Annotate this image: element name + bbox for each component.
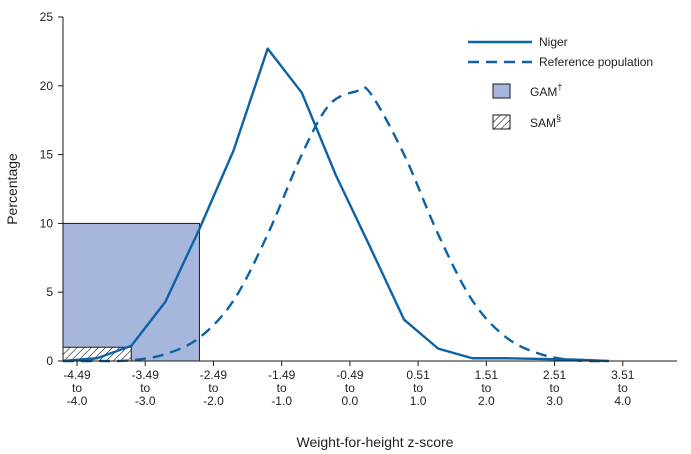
x-tick-label-line: to: [208, 381, 218, 395]
series-line-reference: [62, 85, 609, 363]
x-tick-label-line: -3.0: [135, 394, 156, 408]
x-tick-label-line: -4.49: [63, 368, 91, 382]
x-tick-label: -3.49 to -3.0: [132, 368, 160, 408]
x-tick-label-line: -2.49: [200, 368, 228, 382]
legend-gam-label: GAM†: [530, 82, 562, 99]
x-tick-label-line: to: [618, 381, 628, 395]
y-tick-label: 5: [46, 285, 53, 299]
x-tick-label-line: 3.0: [546, 394, 563, 408]
legend-sam-name: SAM: [530, 116, 556, 130]
legend-ref-label: Reference population: [539, 55, 653, 69]
x-tick-label-line: to: [140, 381, 150, 395]
x-tick-label: -4.49 to -4.0: [63, 368, 91, 408]
x-tick-label: 2.51 to 3.0: [543, 368, 567, 408]
x-tick-label-line: 0.51: [406, 368, 430, 382]
y-tick-label: 15: [40, 148, 54, 162]
legend-sam-marker: §: [556, 113, 561, 123]
x-tick-label-line: -2.0: [203, 394, 224, 408]
x-tick-label-line: to: [550, 381, 560, 395]
x-tick-label-line: 0.0: [342, 394, 359, 408]
x-tick-label-line: to: [481, 381, 491, 395]
x-tick-label-line: to: [72, 381, 82, 395]
legend: Niger Reference population GAM† SAM§: [468, 35, 653, 130]
x-tick-label-line: 2.51: [543, 368, 567, 382]
x-tick-label: 3.51 to 4.0: [611, 368, 635, 408]
x-tick-label: -1.49 to -1.0: [268, 368, 296, 408]
x-tick-label: -2.49 to -2.0: [200, 368, 228, 408]
x-tick-label: 0.51 to 1.0: [406, 368, 430, 408]
x-tick-label-line: -1.49: [268, 368, 296, 382]
x-tick-label-line: -1.0: [271, 394, 292, 408]
region-gam: [62, 222, 200, 362]
legend-niger-label: Niger: [539, 35, 568, 49]
y-tick-label: 0: [46, 354, 53, 368]
x-tick-label-line: -4.0: [67, 394, 88, 408]
x-tick-label-line: 1.51: [475, 368, 499, 382]
legend-sam-label: SAM§: [530, 113, 561, 130]
y-tick-label: 25: [40, 10, 54, 24]
y-tick-label: 10: [40, 216, 54, 230]
x-axis-title: Weight-for-height z-score: [297, 434, 454, 450]
x-tick-label-line: to: [345, 381, 355, 395]
x-tick-label-line: 1.0: [410, 394, 427, 408]
x-tick-label-line: to: [277, 381, 287, 395]
x-tick-label-line: -0.49: [336, 368, 364, 382]
x-tick-label-line: 3.51: [611, 368, 635, 382]
lines-layer: [62, 47, 609, 363]
x-tick-label: 1.51 to 2.0: [475, 368, 499, 408]
x-tick-label-line: to: [413, 381, 423, 395]
y-axis-title: Percentage: [4, 153, 20, 225]
legend-gam-name: GAM: [530, 85, 557, 99]
legend-sam-swatch: [492, 114, 511, 130]
series-line-niger: [62, 47, 609, 363]
regions-layer: [62, 222, 200, 362]
x-tick-label-line: 2.0: [478, 394, 495, 408]
axes-layer: [62, 17, 677, 362]
x-tick-label-line: -3.49: [132, 368, 160, 382]
y-tick-label: 20: [40, 79, 54, 93]
legend-gam-marker: †: [557, 82, 562, 92]
legend-gam-swatch: [492, 83, 511, 99]
x-tick-label: -0.49 to 0.0: [336, 368, 364, 408]
x-tick-label-line: 4.0: [614, 394, 631, 408]
